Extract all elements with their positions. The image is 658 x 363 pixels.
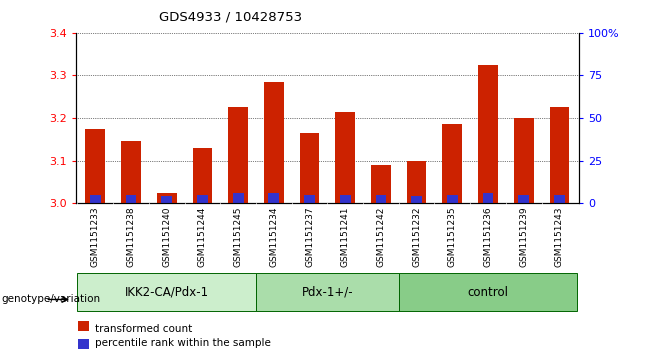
Bar bbox=[549, 107, 569, 203]
Bar bbox=[376, 195, 386, 203]
Bar bbox=[161, 196, 172, 203]
Text: GSM1151241: GSM1151241 bbox=[341, 207, 349, 267]
Bar bbox=[78, 321, 89, 331]
Text: Pdx-1+/-: Pdx-1+/- bbox=[301, 286, 353, 299]
Text: GSM1151236: GSM1151236 bbox=[484, 207, 492, 268]
Text: GSM1151234: GSM1151234 bbox=[269, 207, 278, 267]
Text: control: control bbox=[467, 286, 509, 299]
FancyBboxPatch shape bbox=[399, 273, 577, 311]
Text: GDS4933 / 10428753: GDS4933 / 10428753 bbox=[159, 11, 302, 24]
Bar bbox=[447, 195, 458, 203]
Text: GSM1151244: GSM1151244 bbox=[198, 207, 207, 267]
Bar bbox=[554, 195, 565, 203]
FancyBboxPatch shape bbox=[78, 273, 256, 311]
Bar bbox=[442, 125, 462, 203]
Text: GSM1151233: GSM1151233 bbox=[91, 207, 100, 268]
Bar bbox=[371, 165, 391, 203]
Bar bbox=[264, 82, 284, 203]
Bar bbox=[304, 195, 315, 203]
Text: percentile rank within the sample: percentile rank within the sample bbox=[95, 338, 271, 348]
Bar bbox=[233, 193, 243, 203]
Text: GSM1151237: GSM1151237 bbox=[305, 207, 314, 268]
Bar bbox=[268, 193, 279, 203]
Bar bbox=[90, 195, 101, 203]
Text: GSM1151245: GSM1151245 bbox=[234, 207, 243, 267]
Bar bbox=[514, 118, 534, 203]
Bar bbox=[228, 107, 248, 203]
Text: IKK2-CA/Pdx-1: IKK2-CA/Pdx-1 bbox=[124, 286, 209, 299]
Bar bbox=[411, 196, 422, 203]
Bar bbox=[340, 195, 351, 203]
Bar bbox=[336, 111, 355, 203]
Bar bbox=[126, 195, 136, 203]
Bar bbox=[121, 142, 141, 203]
Bar bbox=[407, 161, 426, 203]
Bar bbox=[197, 195, 208, 203]
Text: GSM1151239: GSM1151239 bbox=[519, 207, 528, 268]
Bar bbox=[482, 193, 494, 203]
Text: GSM1151232: GSM1151232 bbox=[412, 207, 421, 267]
Text: GSM1151242: GSM1151242 bbox=[376, 207, 386, 267]
Bar bbox=[86, 129, 105, 203]
FancyBboxPatch shape bbox=[256, 273, 399, 311]
Bar bbox=[299, 133, 319, 203]
Text: GSM1151240: GSM1151240 bbox=[163, 207, 171, 267]
Text: GSM1151238: GSM1151238 bbox=[126, 207, 136, 268]
Text: GSM1151243: GSM1151243 bbox=[555, 207, 564, 267]
Bar bbox=[157, 193, 176, 203]
Bar bbox=[478, 65, 498, 203]
Text: genotype/variation: genotype/variation bbox=[1, 294, 101, 305]
Text: transformed count: transformed count bbox=[95, 323, 193, 334]
Bar bbox=[193, 148, 213, 203]
Bar bbox=[78, 339, 89, 349]
Bar bbox=[519, 195, 529, 203]
Text: GSM1151235: GSM1151235 bbox=[448, 207, 457, 268]
